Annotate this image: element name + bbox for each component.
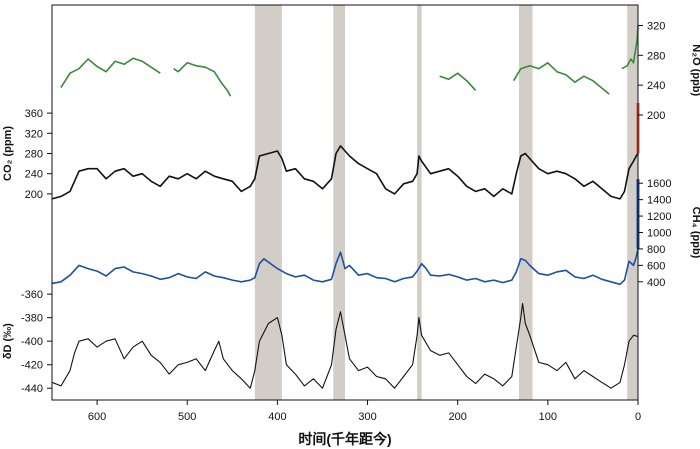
series-line-0-1 <box>173 62 232 97</box>
y-tick-label-2-0: 400 <box>647 277 665 289</box>
y-axis-title-2: CH₄ (ppb) <box>690 207 700 259</box>
x-tick-label-4: 200 <box>449 411 467 423</box>
series-line-5-0 <box>51 302 639 389</box>
shaded-band-0 <box>254 5 282 400</box>
y-tick-label-0-1: 240 <box>647 80 665 92</box>
y-tick-label-3-0: -440 <box>21 383 43 395</box>
y-tick-label-1-1: 240 <box>25 169 43 181</box>
series-line-0-4 <box>621 25 639 70</box>
y-tick-label-0-0: 200 <box>647 110 665 122</box>
y-tick-label-2-3: 1000 <box>647 228 671 240</box>
y-axis-title-0: N₂O (ppb) <box>690 44 700 96</box>
y-tick-label-1-2: 280 <box>25 149 43 161</box>
series-lines <box>51 25 640 389</box>
y-tick-label-3-3: -380 <box>21 313 43 325</box>
y-tick-label-3-4: -360 <box>21 289 43 301</box>
x-tick-label-3: 300 <box>358 411 376 423</box>
y-tick-label-1-3: 320 <box>25 128 43 140</box>
y-tick-label-2-2: 800 <box>647 244 665 256</box>
x-tick-label-1: 500 <box>178 411 196 423</box>
y-tick-label-2-5: 1400 <box>647 195 671 207</box>
y-tick-label-3-2: -400 <box>21 336 43 348</box>
shaded-band-1 <box>333 5 345 400</box>
shaded-band-4 <box>627 5 638 400</box>
shaded-band-3 <box>518 5 533 400</box>
y-tick-label-3-1: -420 <box>21 360 43 372</box>
interglacial-shading <box>254 5 638 400</box>
series-line-3-0 <box>51 248 639 286</box>
y-axis-title-1: CO₂ (ppm) <box>2 126 14 181</box>
series-line-0-3 <box>512 62 610 95</box>
y-tick-label-0-2: 280 <box>647 50 665 62</box>
x-axis-title: 时间(千年距今) <box>298 431 391 447</box>
y-tick-label-2-4: 1200 <box>647 211 671 223</box>
series-line-0-2 <box>439 72 477 91</box>
y-tick-label-2-1: 600 <box>647 260 665 272</box>
y-tick-label-1-0: 200 <box>25 189 43 201</box>
x-tick-label-5: 100 <box>539 411 557 423</box>
x-tick-label-2: 400 <box>268 411 286 423</box>
y-tick-label-1-4: 360 <box>25 108 43 120</box>
x-tick-label-0: 600 <box>88 411 106 423</box>
series-line-0-0 <box>60 57 161 88</box>
series-line-1-0 <box>51 145 639 200</box>
y-tick-label-0-3: 320 <box>647 20 665 32</box>
x-tick-label-6: 0 <box>635 411 641 423</box>
y-axis-title-3: δD (‰) <box>2 323 14 359</box>
y-tick-label-2-6: 1600 <box>647 178 671 190</box>
shaded-band-2 <box>417 5 422 400</box>
